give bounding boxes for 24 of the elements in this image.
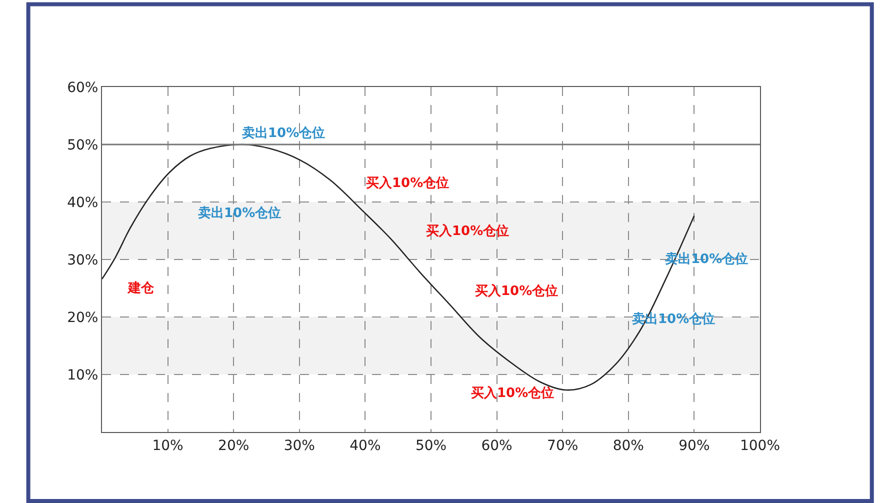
y-tick-label: 60%	[67, 80, 98, 96]
annotation: 买入10%仓位	[475, 283, 558, 299]
x-tick-label: 60%	[481, 438, 512, 454]
x-tick-label: 70%	[547, 438, 578, 454]
x-tick-label: 30%	[284, 438, 315, 454]
x-tick-label: 10%	[152, 438, 184, 454]
y-tick-label: 10%	[67, 367, 98, 384]
annotation: 买入10%仓位	[366, 175, 450, 191]
x-tick-label: 80%	[612, 438, 644, 454]
x-tick-label: 20%	[218, 438, 250, 454]
annotation: 卖出10%仓位	[242, 126, 326, 141]
x-tick-label: 40%	[350, 438, 381, 454]
annotation: 建仓	[127, 281, 155, 296]
x-tick-label: 90%	[678, 438, 710, 454]
annotation: 买入10%仓位	[471, 385, 554, 401]
x-tick-label: 50%	[415, 438, 447, 454]
x-tick-label: 100%	[740, 438, 780, 454]
annotation: 卖出10%仓位	[198, 206, 282, 221]
annotation: 卖出10%仓位	[632, 312, 716, 327]
y-tick-label: 20%	[67, 310, 98, 326]
y-tick-label: 40%	[67, 194, 98, 211]
y-tick-label: 50%	[67, 137, 98, 154]
annotation: 买入10%仓位	[426, 223, 510, 239]
y-tick-label: 30%	[67, 252, 98, 268]
